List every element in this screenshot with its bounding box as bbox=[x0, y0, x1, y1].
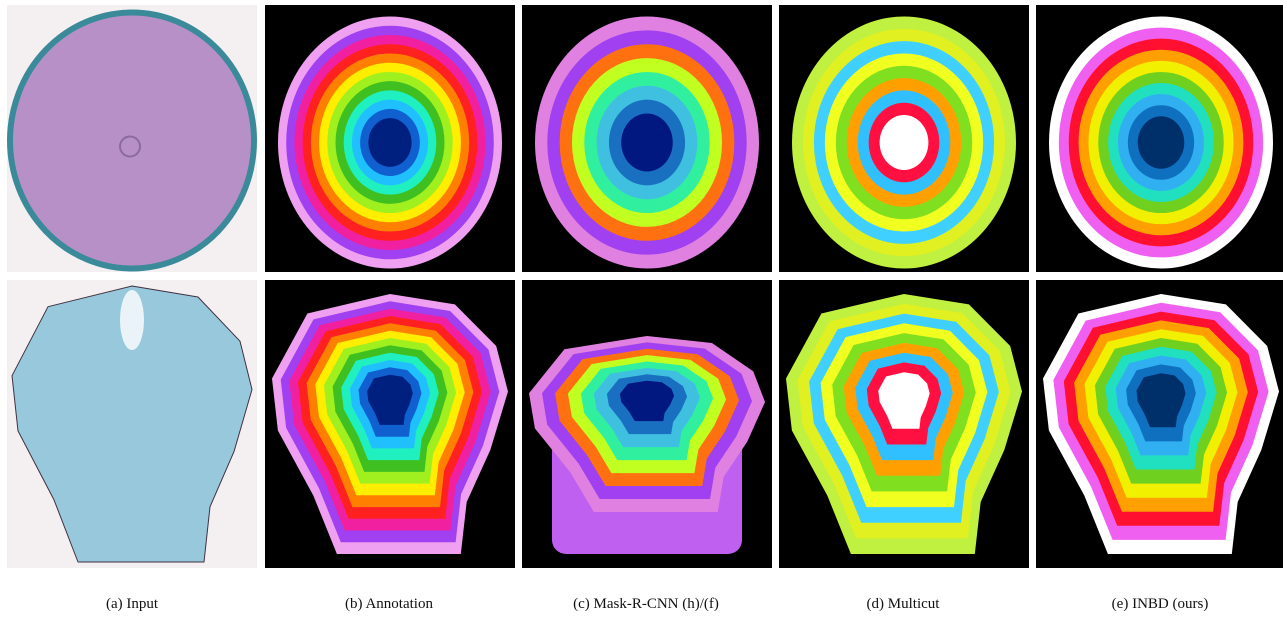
crack bbox=[120, 290, 144, 350]
caption: (d) Multicut bbox=[867, 596, 941, 612]
ring bbox=[880, 115, 929, 170]
caption: (b) Annotation bbox=[345, 596, 433, 612]
caption: (e) INBD (ours) bbox=[1112, 596, 1209, 612]
caption: (a) Input bbox=[106, 596, 159, 612]
ring bbox=[368, 118, 411, 167]
ring bbox=[1138, 116, 1185, 168]
wood-section bbox=[10, 13, 254, 269]
panels bbox=[7, 5, 1283, 568]
caption: (c) Mask-R-CNN (h)/(f) bbox=[573, 596, 719, 612]
ring bbox=[621, 114, 673, 172]
figure: (a) Input (b) Annotation (c) Mask-R-CNN … bbox=[0, 0, 1283, 620]
